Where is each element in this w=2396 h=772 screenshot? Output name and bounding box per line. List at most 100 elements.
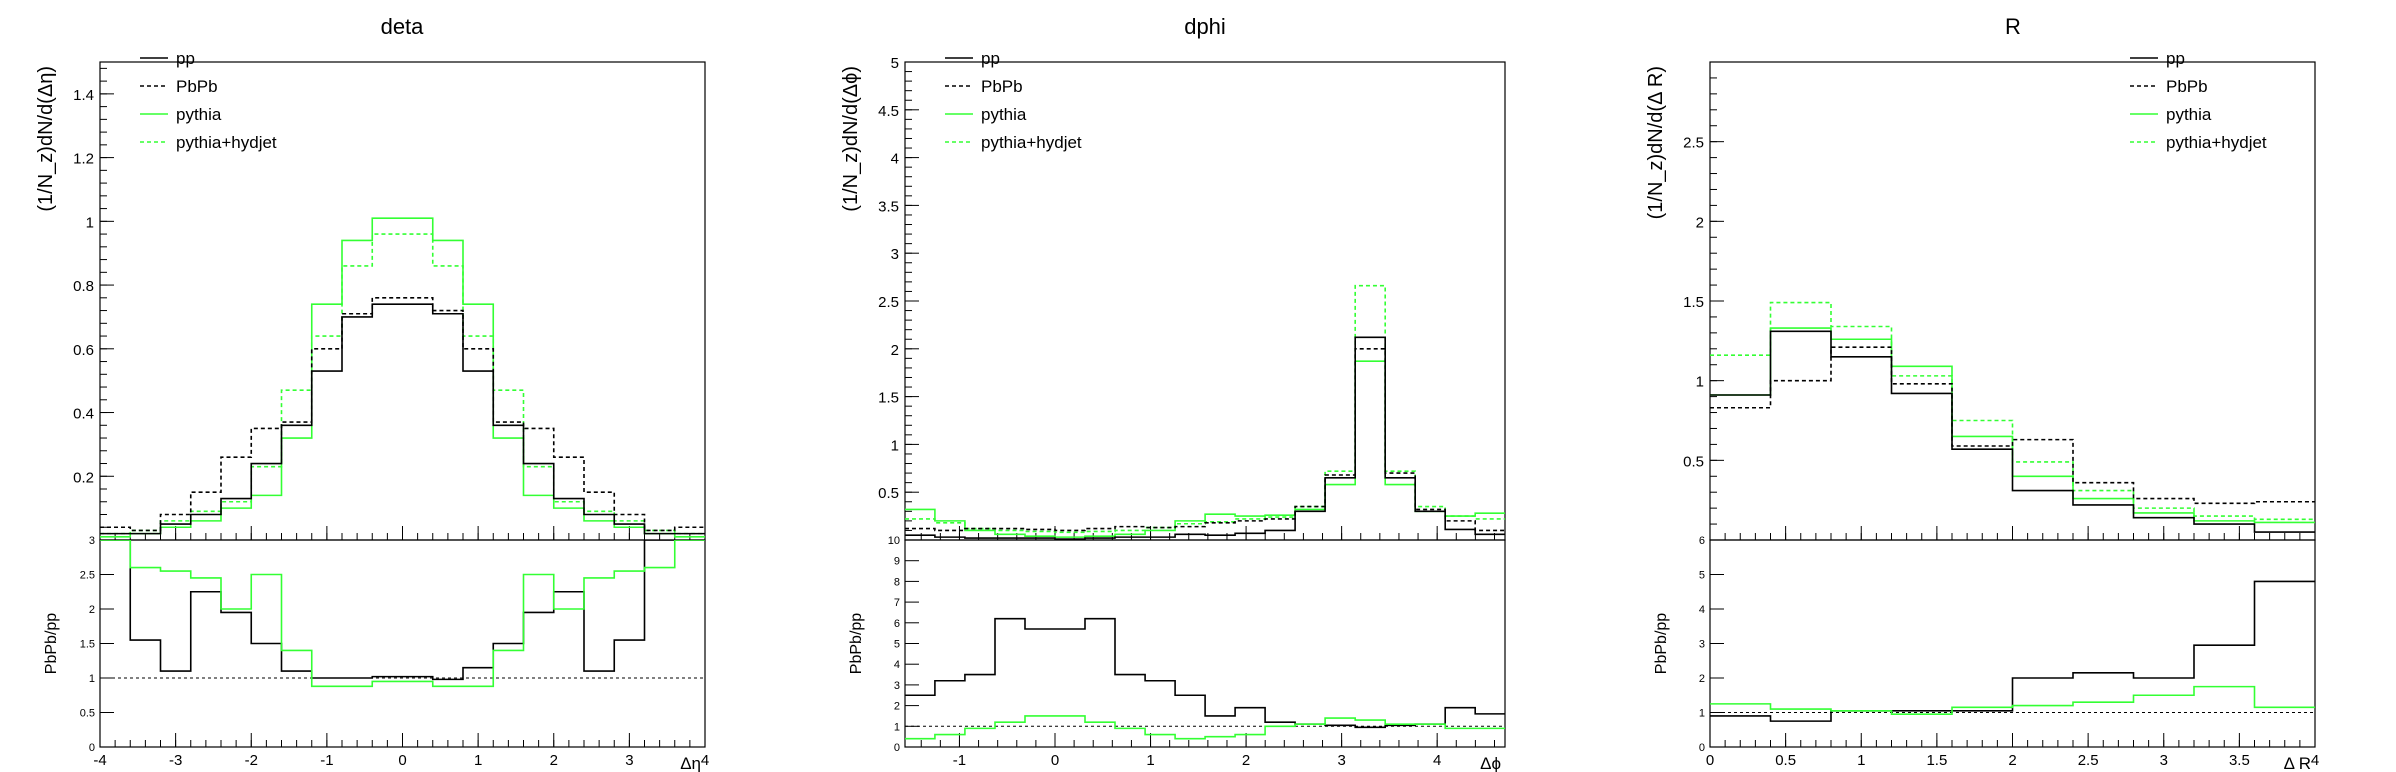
legend-label: PbPb — [2166, 77, 2208, 96]
legend-label: pythia+hydjet — [2166, 133, 2267, 152]
ratio-y-tick-label: 4 — [1699, 604, 1705, 616]
ratio-y-tick-label: 6 — [894, 618, 900, 630]
legend-label: PbPb — [176, 77, 218, 96]
y-tick-label: 2.5 — [878, 294, 899, 311]
ratio-line-pbpb-pp — [100, 540, 705, 681]
ratio-y-tick-label: 0 — [1699, 742, 1705, 754]
ratio-y-tick-label: 4 — [894, 659, 900, 671]
ratio-y-tick-label: 0.5 — [80, 708, 95, 720]
legend-label: pp — [981, 49, 1000, 68]
ratio-plot-frame — [1709, 539, 2316, 748]
ratio-y-tick-label: 8 — [894, 576, 900, 588]
x-tick-label: 1.5 — [1926, 752, 1947, 769]
y-axis-label: (1/N_z)dN/d(Δη) — [35, 66, 57, 212]
x-tick-label: -1 — [953, 752, 966, 769]
series-line-pythia — [905, 360, 1505, 538]
ratio-y-tick-label: 6 — [1699, 535, 1705, 547]
ratio-y-tick-label: 1.5 — [80, 639, 95, 651]
chart-panel-R: R 0.5 1 1.5 2 2.5 0 1 2 3 4 5 6 0 0.5 1 1.5 2 2.5 3 3.5 4 (1/N… — [1645, 14, 2319, 772]
series-line-pbpb — [100, 297, 705, 532]
series-line-pbpb — [1710, 346, 2315, 505]
x-tick-label: 1 — [1857, 752, 1865, 769]
legend: pp PbPb pythia pythia+hydjet — [945, 49, 1082, 152]
y-tick-label: 0.5 — [1683, 453, 1704, 470]
series-line-pp — [905, 336, 1505, 540]
ratio-y-tick-label: 1 — [894, 721, 900, 733]
y-tick-label: 2.5 — [1683, 135, 1704, 152]
x-tick-label: 0 — [1051, 752, 1059, 769]
ratio-y-axis-label: PbPb/pp — [1653, 613, 1670, 674]
x-tick-label: 3 — [2160, 752, 2168, 769]
x-tick-label: 2 — [1242, 752, 1250, 769]
ratio-y-tick-label: 3 — [1699, 639, 1705, 651]
series-line-pp — [100, 303, 705, 535]
legend: pp PbPb pythia pythia+hydjet — [2130, 49, 2267, 152]
y-tick-label: 0.8 — [73, 278, 94, 295]
legend-label: pythia — [2166, 105, 2212, 124]
x-tick-label: 0 — [1706, 752, 1714, 769]
x-tick-label: -1 — [320, 752, 333, 769]
y-tick-label: 2 — [891, 342, 899, 359]
y-tick-label: 1.4 — [73, 87, 94, 104]
ratio-y-tick-label: 0 — [894, 742, 900, 754]
y-tick-label: 5 — [891, 55, 899, 72]
x-tick-label: -2 — [245, 752, 258, 769]
x-tick-label: -4 — [93, 752, 106, 769]
ratio-y-tick-label: 0 — [89, 742, 95, 754]
x-tick-label: 2 — [550, 752, 558, 769]
legend-label: pythia — [981, 105, 1027, 124]
ratio-y-tick-label: 3 — [89, 535, 95, 547]
chart-title: R — [2005, 14, 2021, 39]
y-tick-label: 1 — [891, 437, 899, 454]
x-tick-label: 2.5 — [2078, 752, 2099, 769]
ratio-line-pythia-hydjet-pythia — [905, 715, 1505, 740]
x-axis-label: Δ R — [2284, 754, 2311, 772]
ratio-y-axis-label: PbPb/pp — [848, 613, 865, 674]
legend-label: pythia — [176, 105, 222, 124]
ratio-line-pbpb-pp — [905, 617, 1505, 729]
y-tick-label: 1.2 — [73, 151, 94, 168]
x-axis-label: Δϕ — [1480, 754, 1501, 772]
legend-label: PbPb — [981, 77, 1023, 96]
ratio-y-tick-label: 1 — [1699, 708, 1705, 720]
ratio-y-tick-label: 9 — [894, 556, 900, 568]
ratio-y-tick-label: 7 — [894, 597, 900, 609]
ratio-line-pbpb-pp — [1710, 580, 2315, 722]
y-tick-label: 3.5 — [878, 198, 899, 215]
ratio-y-tick-label: 2.5 — [80, 570, 95, 582]
ratio-line-pythia-hydjet-pythia — [1710, 685, 2315, 716]
x-tick-label: 4 — [2311, 752, 2319, 769]
legend-label: pythia+hydjet — [981, 133, 1082, 152]
ratio-y-tick-label: 5 — [1699, 570, 1705, 582]
x-tick-label: -3 — [169, 752, 182, 769]
series-line-pbpb — [905, 348, 1505, 532]
ratio-y-tick-label: 10 — [888, 535, 900, 547]
series-line-pythia — [100, 217, 705, 538]
ratio-y-tick-label: 2 — [1699, 673, 1705, 685]
chart-panel-dphi: dphi 0.5 1 1.5 2 2.5 3 3.5 4 4.5 5 0 1 2 3 4 5 6 7 8 9 10 -1 0 1… — [840, 14, 1506, 772]
series-line-pp — [1710, 330, 2315, 533]
y-tick-label: 0.5 — [878, 485, 899, 502]
x-tick-label: 3 — [1337, 752, 1345, 769]
x-tick-label: 0.5 — [1775, 752, 1796, 769]
legend-label: pythia+hydjet — [176, 133, 277, 152]
y-tick-label: 0.2 — [73, 469, 94, 486]
y-tick-label: 1 — [1696, 374, 1704, 391]
ratio-y-axis-label: PbPb/pp — [43, 613, 60, 674]
y-tick-label: 2 — [1696, 214, 1704, 231]
ratio-y-tick-label: 2 — [894, 701, 900, 713]
y-axis-label: (1/N_z)dN/d(Δϕ) — [840, 66, 862, 212]
y-tick-label: 0.6 — [73, 342, 94, 359]
y-tick-label: 1.5 — [878, 390, 899, 407]
ratio-line-pythia-hydjet-pythia — [100, 540, 705, 688]
ratio-y-tick-label: 1 — [89, 673, 95, 685]
legend-label: pp — [2166, 49, 2185, 68]
y-tick-label: 1 — [86, 214, 94, 231]
x-tick-label: 0 — [398, 752, 406, 769]
series-line-pythia-hydjet — [1710, 301, 2315, 521]
x-tick-label: 3.5 — [2229, 752, 2250, 769]
chart-title: deta — [381, 14, 425, 39]
legend-label: pp — [176, 49, 195, 68]
x-tick-label: 1 — [1146, 752, 1154, 769]
